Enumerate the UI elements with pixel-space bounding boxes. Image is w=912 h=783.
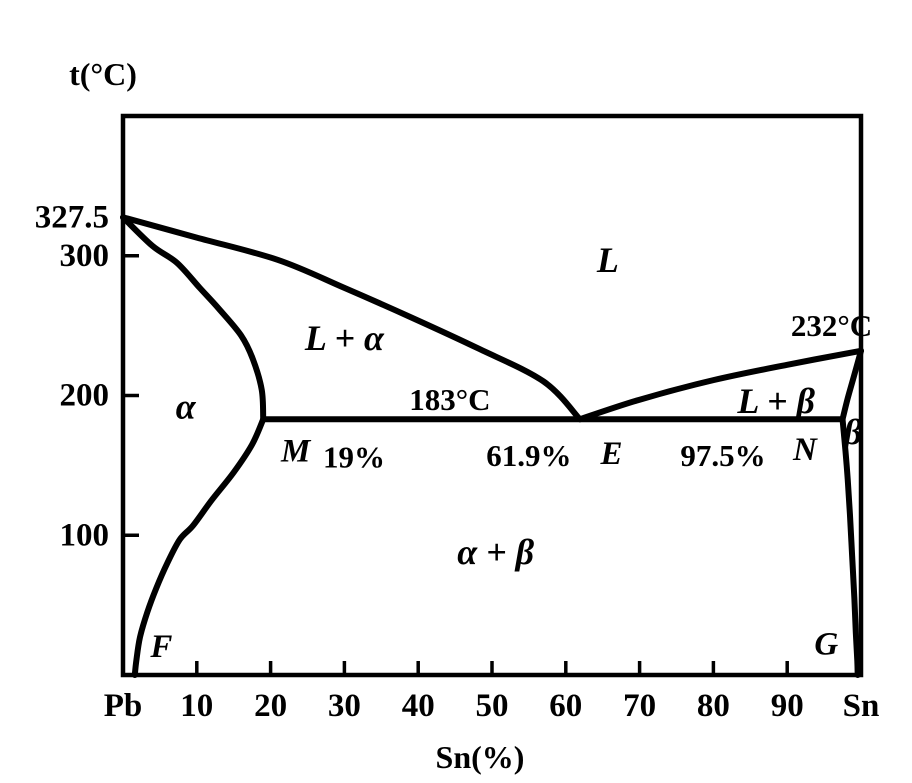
x-axis-tick-label-60: 60: [549, 688, 582, 724]
annotation-m-composition: 19%: [323, 439, 385, 474]
annotation-e-composition: 61.9%: [486, 438, 571, 473]
annotation-region-alpha-beta: α + β: [457, 532, 534, 572]
x-axis-tick-label-20: 20: [254, 688, 287, 724]
x-axis-tick-label-80: 80: [697, 688, 730, 724]
x-axis-tick-label-Sn: Sn: [843, 688, 880, 724]
annotation-region-l-beta: L + β: [736, 381, 815, 421]
curve-liquidus-right: [576, 347, 864, 423]
curve-solvus-right: [839, 416, 861, 678]
x-axis-tick-label-40: 40: [402, 688, 435, 724]
x-axis-tick-label-30: 30: [328, 688, 361, 724]
x-axis-tick-label-50: 50: [476, 688, 509, 724]
annotation-sn-melting-temp: 232°C: [791, 308, 872, 343]
y-axis-title: t(°C): [69, 56, 137, 92]
y-axis-tick-label-100: 100: [60, 517, 110, 553]
annotation-eutectic-temp: 183°C: [409, 382, 490, 417]
x-axis-tick-label-Pb: Pb: [104, 688, 143, 724]
annotation-region-alpha: α: [176, 387, 197, 427]
annotation-point-m: M: [280, 433, 312, 469]
annotation-n-composition: 97.5%: [680, 438, 765, 473]
annotation-region-l-alpha: L + α: [304, 318, 385, 358]
annotation-region-beta: β: [842, 412, 863, 452]
curve-solvus-left: [131, 416, 267, 678]
x-axis-tick-label-70: 70: [623, 688, 656, 724]
x-axis-title: Sn(%): [436, 739, 525, 775]
annotation-point-n: N: [792, 432, 818, 468]
curve-solidus-left: [120, 214, 267, 423]
annotation-point-e: E: [600, 436, 623, 472]
annotation-point-f: F: [149, 629, 172, 665]
annotation-point-g: G: [814, 626, 838, 662]
y-axis-tick-label-300: 300: [60, 238, 110, 274]
x-axis-tick-label-10: 10: [180, 688, 213, 724]
curve-solidus-right: [839, 347, 864, 423]
x-axis-tick-label-90: 90: [771, 688, 804, 724]
annotation-region-l: L: [596, 240, 619, 280]
curve-liquidus-left: [120, 214, 583, 423]
y-axis-tick-label-327.5: 327.5: [35, 199, 109, 235]
y-axis-tick-label-200: 200: [60, 378, 110, 414]
